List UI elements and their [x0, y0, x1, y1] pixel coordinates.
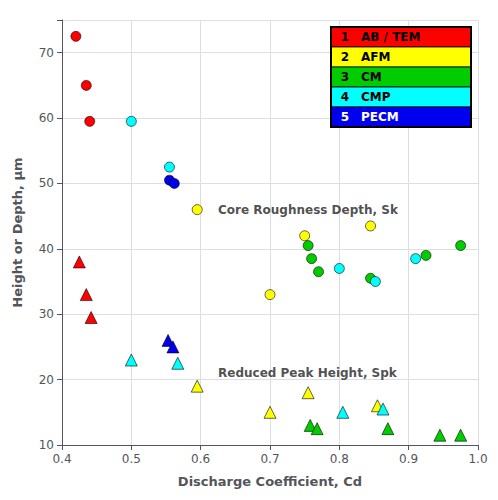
svg-text:0.4: 0.4	[52, 452, 71, 466]
svg-text:40: 40	[39, 242, 54, 256]
svg-text:2: 2	[341, 50, 349, 64]
svg-text:0.5: 0.5	[122, 452, 141, 466]
svg-text:Reduced Peak Height, Spk: Reduced Peak Height, Spk	[218, 366, 398, 380]
svg-text:50: 50	[39, 176, 54, 190]
svg-text:1: 1	[341, 30, 349, 44]
svg-text:0.8: 0.8	[330, 452, 349, 466]
svg-text:4: 4	[341, 90, 349, 104]
svg-text:10: 10	[39, 438, 54, 452]
svg-text:AB / TEM: AB / TEM	[361, 30, 421, 44]
svg-text:PECM: PECM	[361, 110, 399, 124]
svg-text:5: 5	[341, 110, 349, 124]
svg-text:0.6: 0.6	[191, 452, 210, 466]
svg-text:30: 30	[39, 307, 54, 321]
svg-text:60: 60	[39, 111, 54, 125]
svg-text:Height or Depth, μm: Height or Depth, μm	[10, 157, 25, 307]
svg-text:CM: CM	[361, 70, 382, 84]
svg-text:20: 20	[39, 373, 54, 387]
svg-text:3: 3	[341, 70, 349, 84]
svg-text:0.9: 0.9	[399, 452, 418, 466]
svg-text:1.0: 1.0	[468, 452, 487, 466]
svg-text:Discharge Coefficient, Cd: Discharge Coefficient, Cd	[178, 474, 362, 489]
svg-text:0.7: 0.7	[260, 452, 279, 466]
svg-text:CMP: CMP	[361, 90, 391, 104]
svg-text:AFM: AFM	[361, 50, 390, 64]
svg-text:70: 70	[39, 46, 54, 60]
svg-text:Core Roughness Depth, Sk: Core Roughness Depth, Sk	[218, 203, 399, 217]
